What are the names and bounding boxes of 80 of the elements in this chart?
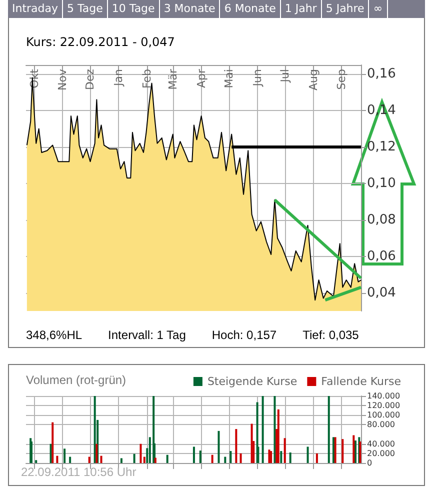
y-tick-label: 40.000: [367, 439, 395, 448]
bar: [192, 446, 195, 463]
bar: [230, 451, 232, 463]
bar: [328, 396, 330, 463]
bar: [270, 451, 272, 463]
bar: [94, 396, 96, 463]
legend-label: Fallende Kurse: [321, 375, 402, 388]
text: 5 Jahre: [322, 0, 370, 18]
y-tick-label: 100.000: [367, 410, 400, 420]
bar: [354, 440, 356, 463]
y-tick-label: 0,16: [367, 66, 396, 82]
bar: [154, 458, 156, 463]
x-tick-label: Aug: [306, 69, 320, 90]
bar: [218, 430, 220, 463]
text: Intraday: [8, 0, 64, 18]
x-tick-label: Jul: [278, 69, 292, 84]
text: ∞: [369, 0, 388, 18]
x-tick-label: Dez: [84, 68, 97, 90]
bar: [224, 456, 226, 463]
x-tick-label: Feb: [140, 68, 154, 88]
y-tick-label: 0,08: [367, 212, 396, 228]
bar: [133, 454, 136, 463]
bar: [140, 444, 142, 463]
bar: [274, 396, 276, 463]
bar: [52, 422, 54, 463]
bar: [342, 439, 344, 463]
x-tick-label: Nov: [56, 68, 70, 90]
bar: [143, 456, 146, 463]
y-tick-label: 0,12: [367, 140, 396, 154]
bar: [289, 452, 292, 463]
bar: [316, 453, 318, 463]
bar: [211, 454, 214, 463]
bar: [69, 456, 72, 463]
bar: [277, 409, 280, 463]
text: 22.09.2011 10:56 Uhr: [21, 465, 136, 479]
x-tick-label: Jan: [112, 68, 126, 87]
y-tick-label: 0,04: [367, 285, 396, 300]
text: 5 Tage: [63, 0, 108, 18]
bar: [199, 450, 202, 463]
text: 1 Jahr: [280, 0, 322, 18]
chart-title: Kurs: 22.09.2011 - 0,047: [26, 35, 175, 49]
bar: [56, 456, 58, 463]
bar: [166, 454, 168, 463]
y-tick-label: 140.000: [367, 392, 400, 400]
bar: [268, 450, 270, 463]
bar: [235, 429, 238, 463]
bar: [352, 435, 355, 463]
text: Tief: 0,035: [302, 328, 359, 342]
text: 348,6%HL: [26, 328, 82, 342]
bar: [96, 444, 98, 463]
bar: [359, 441, 362, 463]
x-tick-label: Mai: [222, 69, 236, 88]
text: 10 Tage: [108, 0, 160, 18]
text: Intervall: 1 Tag: [108, 328, 186, 342]
bar: [262, 396, 264, 463]
chart-title: Volumen (rot-grün): [26, 373, 126, 387]
x-tick-label: Jun: [250, 68, 264, 88]
bar: [88, 456, 90, 463]
bar: [284, 438, 286, 463]
legend-label: Steigende Kurse: [207, 375, 298, 388]
bar: [120, 458, 122, 463]
text: Hoch: 0,157: [212, 328, 277, 342]
bar: [35, 460, 38, 463]
x-tick-label: Sep: [335, 68, 348, 90]
text: 6 Monate: [220, 0, 281, 18]
bar: [100, 456, 102, 463]
bar: [64, 448, 66, 463]
y-tick-label: 80.000: [367, 420, 395, 430]
text: 3 Monate: [160, 0, 220, 18]
bar: [306, 446, 309, 463]
y-tick-label: 0: [367, 458, 372, 468]
y-tick-label: 0,10: [367, 176, 396, 191]
bar: [280, 451, 282, 463]
y-tick-label: 0,06: [367, 248, 396, 264]
y-tick-label: 20.000: [367, 448, 395, 458]
bar: [240, 453, 242, 463]
bar: [30, 441, 33, 463]
x-tick-label: Apr: [194, 68, 208, 88]
x-tick-label: Mär: [166, 68, 180, 90]
y-tick-label: 120.000: [367, 401, 400, 410]
